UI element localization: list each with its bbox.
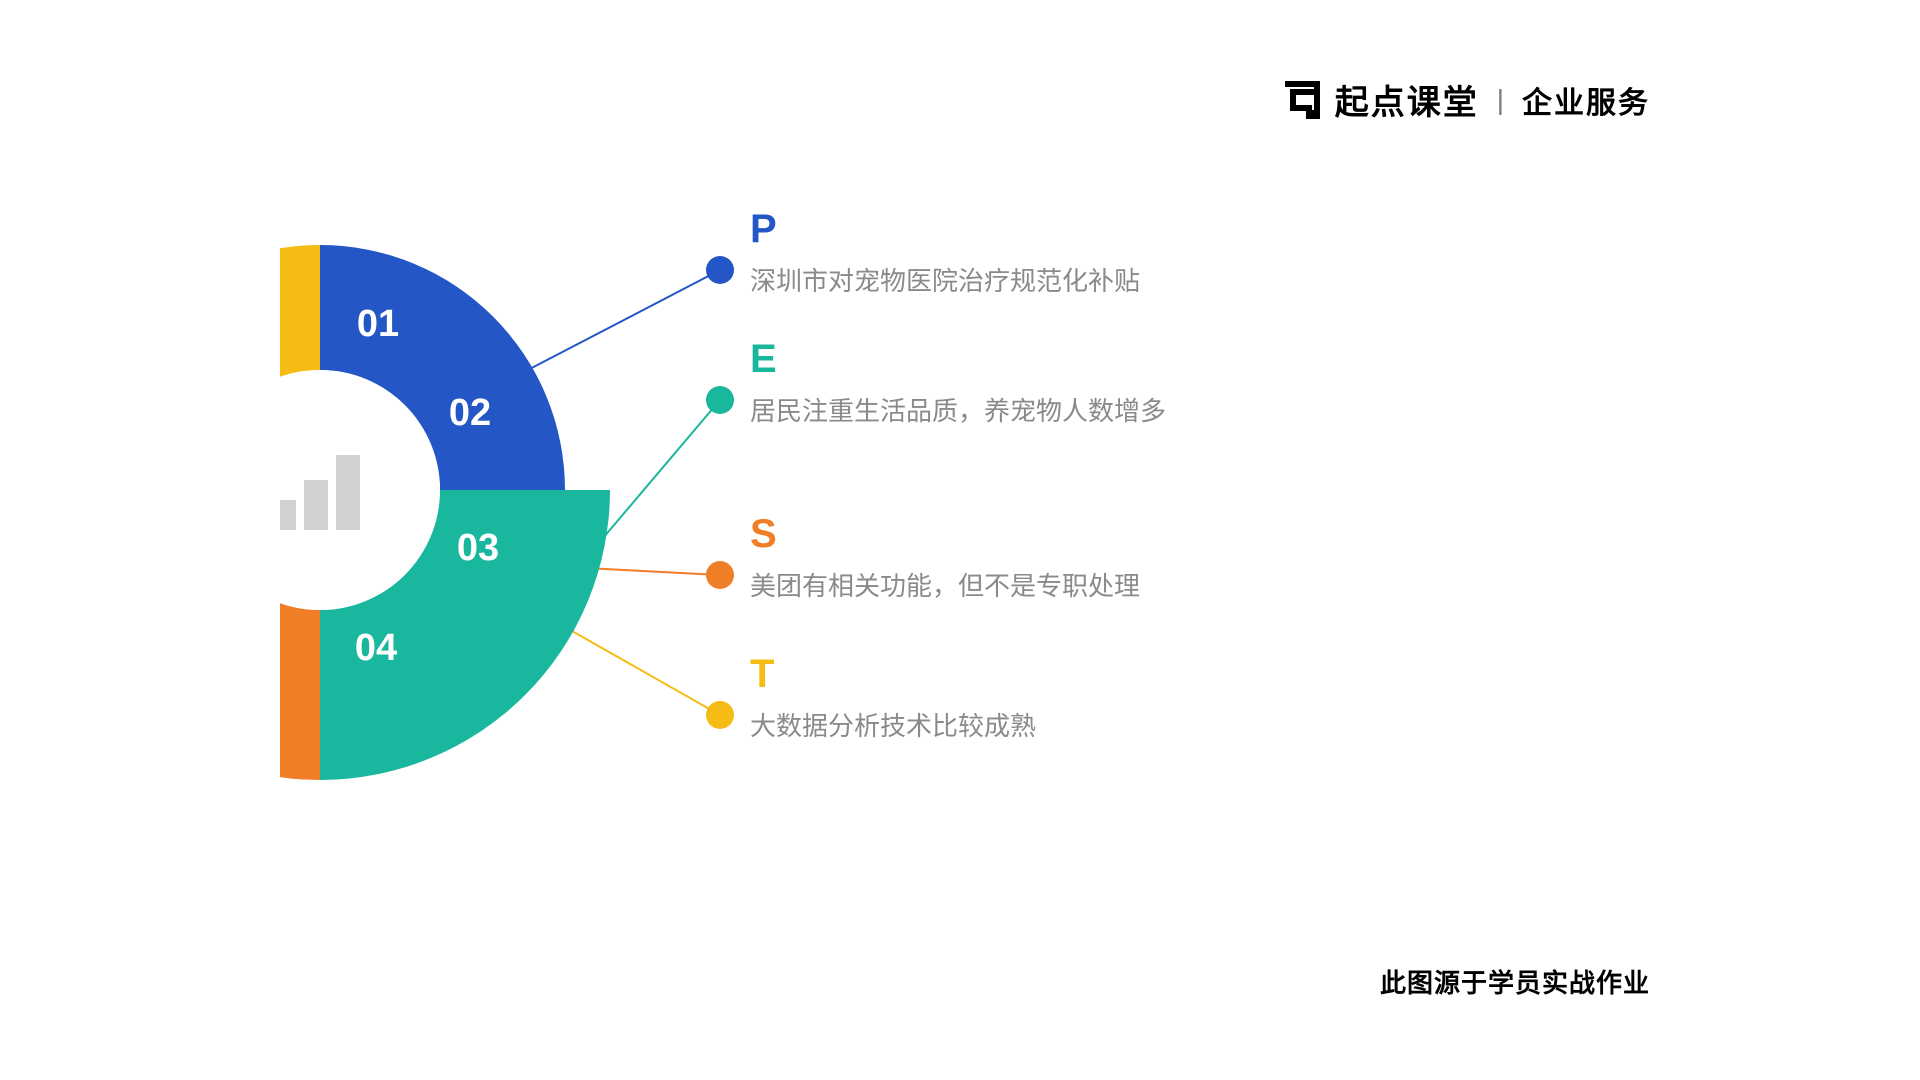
segment-number-label: 03 <box>457 527 499 569</box>
left-crop-mask <box>0 0 280 1080</box>
segment-number-label: 02 <box>449 392 491 434</box>
pest-description: 深圳市对宠物医院治疗规范化补贴 <box>750 266 1140 296</box>
pest-description: 大数据分析技术比较成熟 <box>750 711 1036 741</box>
pest-letter: S <box>750 512 777 556</box>
bullet-dot <box>706 386 734 414</box>
segment-number-label: 04 <box>355 627 397 669</box>
pest-letter: T <box>750 652 774 696</box>
bullet-dot <box>706 701 734 729</box>
footer-attribution: 此图源于学员实战作业 <box>1380 963 1650 1000</box>
connector-line <box>529 270 720 370</box>
pest-letter: E <box>750 337 777 381</box>
pest-letter: P <box>750 207 777 251</box>
pest-half-donut-diagram: 01 02 03 04 P 深圳市对宠物医院治疗规范化补贴 E 居民注重生活品质，养宠物人数… <box>0 0 1920 1080</box>
segment-number-label: 01 <box>357 303 399 345</box>
bullet-dot <box>706 561 734 589</box>
connector-line <box>602 400 720 540</box>
pest-description: 居民注重生活品质，养宠物人数增多 <box>750 396 1166 426</box>
bullet-dot <box>706 256 734 284</box>
pest-description: 美团有相关功能，但不是专职处理 <box>750 571 1140 601</box>
